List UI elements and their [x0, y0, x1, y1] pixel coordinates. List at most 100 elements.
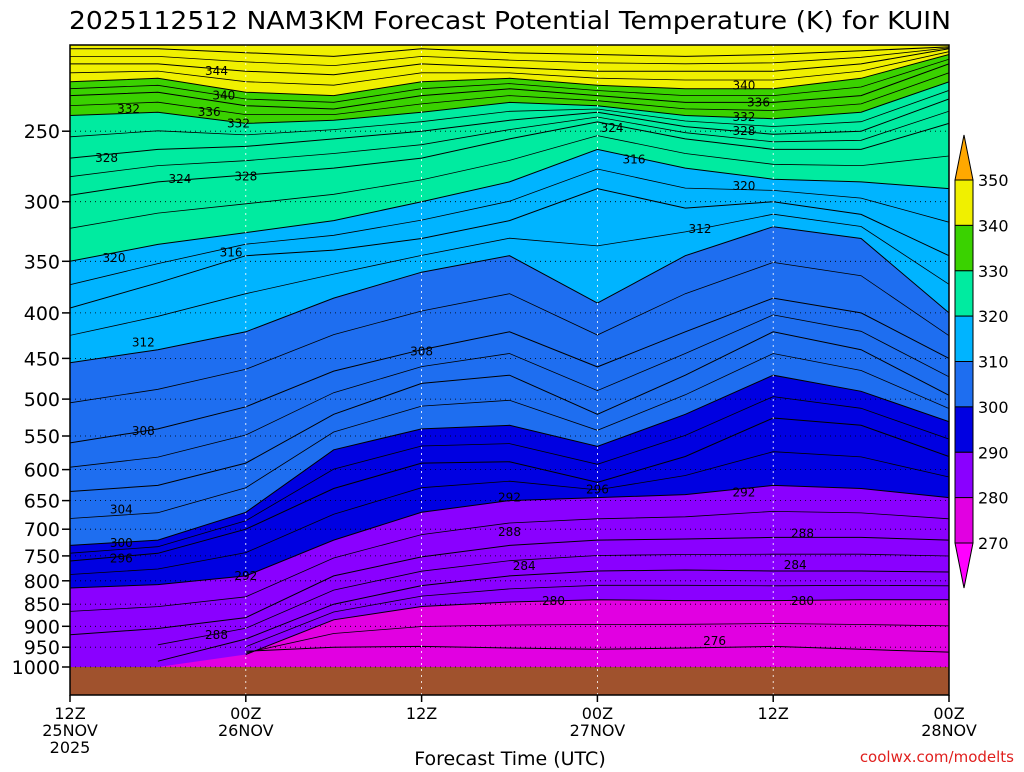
colorbar-band [954, 497, 974, 544]
colorbar-label: 330 [978, 262, 1009, 281]
y-tick-label: 600 [24, 460, 60, 482]
contour-label: 288 [498, 525, 521, 539]
isentrope-286 [157, 553, 949, 646]
contour-label: 304 [110, 502, 133, 516]
x-tick-label: 00Z [582, 704, 613, 723]
isentrope-306 [70, 314, 949, 468]
isentrope-322 [70, 135, 949, 229]
y-tick-label: 550 [24, 426, 60, 448]
x-tick-label: 27NOV [570, 721, 626, 740]
contour-label: 328 [234, 169, 257, 183]
contour-label: 308 [132, 424, 155, 438]
x-tick-label: 00Z [933, 704, 964, 723]
isentrope-316 [70, 188, 949, 309]
contour-label: 312 [689, 222, 712, 236]
y-tick-label: 700 [24, 519, 60, 541]
contour-label: 340 [732, 78, 755, 92]
colorbar-label: 270 [978, 534, 1009, 553]
isentrope-338 [70, 58, 949, 103]
contour-label: 288 [791, 527, 814, 541]
isentrope-292 [70, 484, 949, 589]
contour-label: 320 [732, 179, 755, 193]
x-tick-label: 12Z [406, 704, 437, 723]
chart-title: 2025112512 NAM3KM Forecast Potential Tem… [69, 6, 951, 35]
y-tick-label: 1000 [12, 657, 60, 679]
colorbar-label: 310 [978, 353, 1009, 372]
x-tick-label: 26NOV [218, 721, 274, 740]
isentrope-296 [70, 417, 949, 562]
y-tick-label: 850 [24, 594, 60, 616]
isentrope-332 [70, 81, 949, 124]
contour-label: 328 [732, 124, 755, 138]
y-tick-label: 800 [24, 571, 60, 593]
x-axis-label: Forecast Time (UTC) [414, 748, 605, 768]
isentrope-278 [245, 623, 949, 654]
y-tick-label: 900 [24, 616, 60, 638]
y-tick-label: 650 [24, 491, 60, 513]
isentrope-298 [70, 396, 949, 554]
contour-label: 316 [623, 153, 646, 167]
colorbar-label: 290 [978, 443, 1009, 462]
contour-label: 328 [95, 151, 118, 165]
colorbar-band [954, 179, 974, 226]
y-tick-label: 400 [24, 303, 60, 325]
contour-label: 276 [703, 634, 726, 648]
colorbar-band [954, 406, 974, 453]
isentrope-304 [70, 331, 949, 492]
isentrope-310 [70, 261, 949, 404]
isentrope-288 [70, 536, 949, 636]
contour-label: 336 [198, 105, 221, 119]
colorbar-label: 350 [978, 171, 1009, 190]
contour-label: 332 [117, 102, 140, 116]
x-tick-label: 00Z [230, 704, 261, 723]
contour-label: 284 [784, 558, 807, 572]
colorbar-band [954, 270, 974, 317]
isentrope-290 [70, 510, 949, 612]
colorbar-label: 320 [978, 307, 1009, 326]
isentrope-284 [157, 569, 949, 662]
y-tick-label: 950 [24, 637, 60, 659]
theta-layer-348 [70, 45, 949, 57]
y-tick-label: 250 [24, 121, 60, 143]
contour-label: 324 [168, 172, 191, 186]
isentrope-318 [70, 168, 949, 286]
isentrope-330 [70, 90, 949, 138]
isentrope-328 [70, 98, 949, 159]
contour-label: 336 [747, 95, 770, 109]
contour-label: 324 [601, 121, 624, 135]
isentrope-276 [245, 645, 949, 653]
contour-label: 300 [110, 536, 133, 550]
isentrope-314 [70, 213, 949, 336]
isentrope-344 [70, 48, 949, 76]
colorbar-label: 300 [978, 398, 1009, 417]
isentrope-346 [70, 47, 949, 67]
isentrope-280 [245, 599, 949, 655]
isentrope-324 [70, 121, 949, 196]
isentrope-348 [70, 46, 949, 57]
isentrope-326 [70, 110, 949, 178]
contour-label: 292 [732, 486, 755, 500]
isentrope-294 [70, 451, 949, 575]
y-tick-label: 750 [24, 546, 60, 568]
colorbar-band [954, 315, 974, 363]
y-tick-label: 500 [24, 389, 60, 411]
contour-label: 292 [498, 491, 521, 505]
colorbar-over-arrow [954, 134, 974, 181]
isentrope-308 [70, 297, 949, 444]
contour-label: 320 [103, 251, 126, 265]
colorbar-label: 280 [978, 489, 1009, 508]
x-tick-label: 12Z [758, 704, 789, 723]
colorbar-under-arrow [954, 542, 974, 589]
isentrope-320 [70, 148, 949, 262]
x-tick-label: 2025 [50, 738, 91, 757]
isentrope-334 [70, 72, 949, 115]
y-axis: 2503003504004505005506006507007508008509… [12, 121, 70, 679]
contour-label: 296 [586, 483, 609, 497]
contour-label: 308 [410, 345, 433, 359]
contour-label: 312 [132, 336, 155, 350]
isentrope-342 [70, 51, 949, 86]
colorbar: 270 280 290 300 310 320 330 340 350 [954, 134, 1009, 589]
colorbar-label: 340 [978, 216, 1009, 235]
